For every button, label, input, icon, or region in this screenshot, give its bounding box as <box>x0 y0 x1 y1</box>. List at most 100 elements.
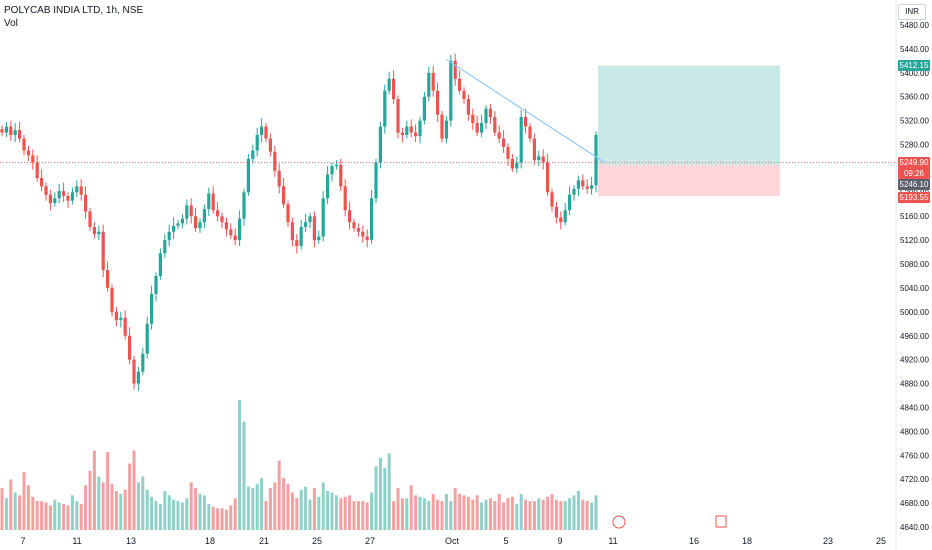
volume-bar <box>79 504 83 530</box>
volume-bar <box>444 493 448 530</box>
candle-body <box>79 186 83 195</box>
volume-bar <box>475 495 479 530</box>
volume-bar <box>53 499 57 530</box>
candle-body <box>220 216 224 223</box>
volume-bar <box>57 502 61 530</box>
volume-bars <box>0 400 598 530</box>
candle-body <box>546 162 550 193</box>
price-tick-label: 4720.00 <box>900 475 929 484</box>
volume-bar <box>405 498 409 530</box>
volume-bar <box>70 495 74 530</box>
candle-body <box>493 117 497 133</box>
candle-body <box>449 60 453 121</box>
price-tick-label: 5040.00 <box>900 284 929 293</box>
volume-bar <box>238 400 242 530</box>
volume-bar <box>330 492 334 530</box>
candle-body <box>246 158 250 193</box>
volume-bar <box>119 493 123 530</box>
candle-body <box>154 276 158 294</box>
candles <box>0 53 598 391</box>
volume-bar <box>352 501 356 530</box>
candle-body <box>317 236 321 241</box>
candle-body <box>277 170 281 187</box>
candle-body <box>568 194 572 211</box>
volume-bar <box>233 498 237 530</box>
volume-bar <box>246 486 250 530</box>
trend-line <box>446 59 606 163</box>
volume-bar <box>18 495 22 530</box>
candle-body <box>176 223 180 226</box>
candle-body <box>88 211 92 227</box>
time-tick-label: 21 <box>259 536 269 546</box>
candle-body <box>400 132 404 135</box>
volume-bar <box>92 450 96 530</box>
candle-body <box>590 185 594 189</box>
time-tick-label: 27 <box>365 536 375 546</box>
candle-body <box>370 198 374 241</box>
candle-body <box>365 236 369 241</box>
candle-body <box>282 186 286 205</box>
price-tick-label: 5400.00 <box>900 69 929 78</box>
candle-body <box>339 164 343 187</box>
candle-body <box>409 126 413 133</box>
volume-bar <box>290 492 294 530</box>
volume-bar <box>370 492 374 530</box>
volume-bar <box>202 495 206 530</box>
candle-body <box>471 114 475 124</box>
price-tick-label: 4800.00 <box>900 427 929 436</box>
volume-bar <box>339 498 343 530</box>
candle-body <box>405 126 409 135</box>
volume-bar <box>440 501 444 530</box>
candle-body <box>436 90 440 115</box>
volume-bar <box>506 498 510 530</box>
price-tick-label: 5480.00 <box>900 21 929 30</box>
volume-bar <box>260 478 264 530</box>
volume-bar <box>75 501 79 530</box>
price-tick-label: 4920.00 <box>900 356 929 365</box>
volume-bar <box>154 501 158 530</box>
candle-body <box>480 123 484 133</box>
candle-body <box>35 162 39 178</box>
candle-body <box>224 222 228 230</box>
price-tick-label: 4960.00 <box>900 332 929 341</box>
volume-bar <box>141 476 145 530</box>
volume-bar <box>326 491 330 530</box>
volume-bar <box>167 495 171 530</box>
volume-bar <box>488 498 492 530</box>
candle-body <box>202 209 206 223</box>
candle-body <box>101 231 105 271</box>
candle-body <box>268 138 272 152</box>
candle-body <box>554 206 558 218</box>
volume-bar <box>400 498 404 530</box>
volume-bar <box>374 466 378 530</box>
time-tick-label: 16 <box>689 536 699 546</box>
candle-body <box>383 90 387 127</box>
candle-body <box>312 216 316 241</box>
candle-body <box>387 78 391 91</box>
volume-bar <box>268 488 272 530</box>
candle-body <box>343 186 347 211</box>
candle-body <box>264 126 268 139</box>
candle-body <box>519 117 523 163</box>
time-tick-label: 5 <box>503 536 508 546</box>
volume-bar <box>189 482 193 530</box>
volume-bar <box>97 476 101 530</box>
target-zone <box>598 65 780 165</box>
volume-bar <box>550 493 554 530</box>
candle-body <box>524 117 528 127</box>
volume-bar <box>88 470 92 530</box>
candle-body <box>4 126 8 133</box>
currency-button[interactable]: INR <box>898 4 926 20</box>
volume-bar <box>40 501 44 530</box>
volume-bar <box>365 502 369 530</box>
price-tick-label: 5440.00 <box>900 45 929 54</box>
candle-body <box>414 132 418 137</box>
candle-body <box>92 226 96 235</box>
time-tick-label: 7 <box>20 536 25 546</box>
candle-body <box>594 134 598 186</box>
volume-bar <box>458 493 462 530</box>
candle-body <box>431 72 435 91</box>
candle-body <box>396 99 400 133</box>
volume-bar <box>594 495 598 530</box>
